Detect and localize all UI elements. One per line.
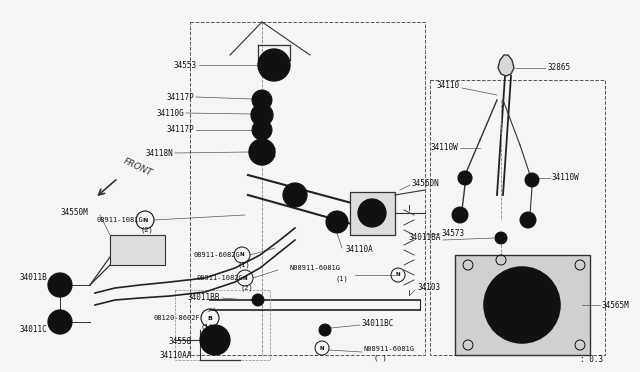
Text: 34110A: 34110A — [345, 246, 372, 254]
Text: 34553: 34553 — [174, 61, 197, 70]
Ellipse shape — [332, 217, 342, 227]
Text: 34110G: 34110G — [156, 109, 184, 118]
Ellipse shape — [512, 295, 532, 315]
Polygon shape — [498, 55, 514, 76]
Text: 34110: 34110 — [437, 81, 460, 90]
Text: (2): (2) — [240, 285, 253, 291]
Ellipse shape — [258, 49, 290, 81]
Text: N: N — [142, 218, 148, 222]
Text: 32865: 32865 — [547, 64, 570, 73]
Ellipse shape — [251, 104, 273, 126]
Text: N08911-6081G: N08911-6081G — [289, 265, 340, 271]
Ellipse shape — [48, 310, 72, 334]
Text: 34560N: 34560N — [412, 180, 440, 189]
Ellipse shape — [208, 333, 222, 347]
Text: (2): (2) — [140, 227, 153, 233]
Polygon shape — [455, 255, 590, 355]
Ellipse shape — [319, 324, 331, 336]
Ellipse shape — [266, 57, 282, 73]
Ellipse shape — [495, 232, 507, 244]
Ellipse shape — [258, 126, 266, 134]
Ellipse shape — [257, 110, 267, 120]
Text: (1): (1) — [335, 276, 348, 282]
Ellipse shape — [283, 183, 307, 207]
Text: N08911-6081G: N08911-6081G — [364, 346, 415, 352]
Text: 34011B: 34011B — [19, 273, 47, 282]
Text: 08911-6082G: 08911-6082G — [193, 252, 240, 258]
Text: : 0.3: : 0.3 — [580, 356, 603, 365]
Ellipse shape — [525, 173, 539, 187]
Text: B: B — [207, 315, 212, 321]
Text: 34011BA: 34011BA — [408, 234, 441, 243]
Text: (1): (1) — [237, 262, 250, 268]
Text: 34110AA: 34110AA — [159, 352, 192, 360]
Ellipse shape — [484, 267, 560, 343]
Text: 08911-1082G: 08911-1082G — [196, 275, 243, 281]
Ellipse shape — [249, 139, 275, 165]
Text: 34117P: 34117P — [166, 93, 194, 102]
Text: N: N — [396, 273, 400, 278]
Text: 34110W: 34110W — [430, 144, 458, 153]
Text: 34118N: 34118N — [145, 148, 173, 157]
Ellipse shape — [252, 90, 272, 110]
Text: N: N — [240, 253, 244, 257]
Ellipse shape — [48, 273, 72, 297]
Text: FRONT: FRONT — [122, 156, 154, 177]
Ellipse shape — [500, 283, 544, 327]
Text: ( ): ( ) — [374, 355, 387, 361]
Text: 34103: 34103 — [418, 283, 441, 292]
Text: 34550M: 34550M — [60, 208, 88, 217]
Text: 34117P: 34117P — [166, 125, 194, 135]
Polygon shape — [350, 192, 395, 235]
Text: 34011BC: 34011BC — [362, 320, 394, 328]
Text: N: N — [320, 346, 324, 350]
Ellipse shape — [452, 207, 468, 223]
Ellipse shape — [252, 120, 272, 140]
Ellipse shape — [326, 211, 348, 233]
Text: 08120-8602F: 08120-8602F — [153, 315, 200, 321]
Text: 34565M: 34565M — [602, 301, 630, 310]
Text: 34011BB: 34011BB — [188, 294, 220, 302]
Ellipse shape — [258, 96, 266, 104]
Text: (1): (1) — [200, 324, 213, 330]
Ellipse shape — [252, 294, 264, 306]
Ellipse shape — [458, 171, 472, 185]
Text: 34573: 34573 — [442, 230, 465, 238]
Text: 34110W: 34110W — [552, 173, 580, 183]
Text: 34011C: 34011C — [19, 326, 47, 334]
Polygon shape — [110, 235, 165, 265]
Text: 34558: 34558 — [169, 337, 192, 346]
Text: N: N — [243, 276, 247, 280]
Ellipse shape — [200, 325, 230, 355]
Text: 08911-1081G: 08911-1081G — [96, 217, 143, 223]
Ellipse shape — [358, 199, 386, 227]
Ellipse shape — [520, 212, 536, 228]
